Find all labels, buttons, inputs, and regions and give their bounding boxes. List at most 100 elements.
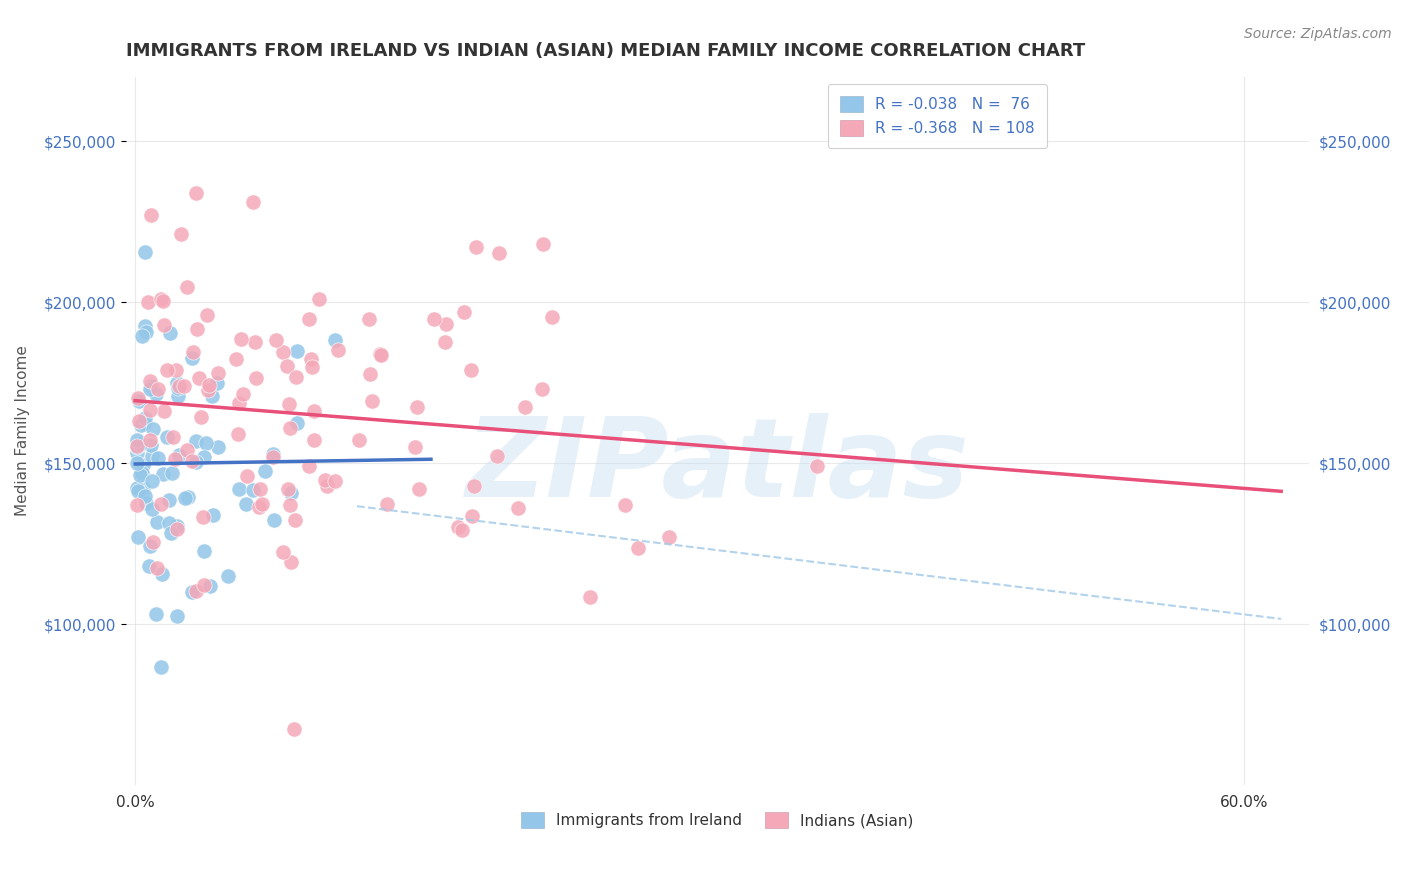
Point [132, 481, 155, 495]
Point [195, 436, 218, 450]
Point [531, 237, 554, 252]
Point [146, 515, 169, 529]
Point [139, 539, 162, 553]
Point [447, 519, 470, 533]
Point [193, 578, 215, 592]
Point [166, 376, 188, 390]
Point [434, 335, 457, 350]
Point [128, 436, 150, 450]
Point [228, 396, 250, 410]
Point [145, 607, 167, 622]
Point [314, 473, 336, 487]
Point [146, 382, 169, 396]
Point [136, 294, 159, 309]
Point [266, 333, 288, 347]
Point [174, 491, 197, 506]
Point [422, 311, 444, 326]
Point [453, 305, 475, 319]
Point [242, 195, 264, 210]
Point [228, 482, 250, 496]
Point [195, 309, 218, 323]
Point [277, 482, 299, 496]
Point [125, 446, 148, 460]
Point [166, 522, 188, 536]
Point [277, 396, 299, 410]
Point [156, 430, 179, 444]
Point [128, 393, 150, 408]
Point [627, 541, 650, 555]
Point [347, 434, 370, 448]
Point [134, 489, 156, 503]
Point [141, 438, 163, 452]
Point [180, 454, 202, 468]
Point [579, 591, 602, 605]
Point [304, 433, 326, 447]
Point [325, 334, 347, 348]
Point [127, 481, 149, 495]
Point [162, 430, 184, 444]
Point [127, 391, 149, 405]
Point [129, 418, 152, 433]
Point [404, 440, 426, 454]
Point [463, 478, 485, 492]
Point [460, 363, 482, 377]
Point [142, 422, 165, 436]
Point [132, 458, 155, 472]
Point [159, 326, 181, 340]
Point [181, 351, 204, 365]
Point [193, 543, 215, 558]
Point [146, 560, 169, 574]
Point [134, 410, 156, 425]
Point [328, 343, 350, 358]
Point [285, 416, 308, 430]
Point [150, 497, 173, 511]
Point [359, 312, 381, 326]
Point [198, 579, 221, 593]
Point [176, 280, 198, 294]
Point [298, 458, 321, 473]
Point [186, 186, 208, 201]
Point [485, 449, 508, 463]
Point [128, 413, 150, 427]
Point [138, 558, 160, 573]
Point [160, 466, 183, 480]
Point [408, 483, 430, 497]
Point [405, 400, 427, 414]
Point [139, 379, 162, 393]
Point [191, 510, 214, 524]
Point [284, 513, 307, 527]
Point [368, 347, 391, 361]
Point [183, 344, 205, 359]
Point [141, 502, 163, 516]
Point [156, 363, 179, 377]
Point [273, 345, 295, 359]
Point [235, 498, 257, 512]
Point [298, 312, 321, 326]
Point [370, 348, 392, 362]
Point [465, 240, 488, 254]
Point [166, 519, 188, 533]
Point [131, 329, 153, 343]
Point [125, 440, 148, 454]
Point [263, 513, 285, 527]
Point [323, 475, 346, 489]
Point [139, 382, 162, 396]
Point [614, 498, 637, 512]
Point [308, 292, 330, 306]
Text: IMMIGRANTS FROM IRELAND VS INDIAN (ASIAN) MEDIAN FAMILY INCOME CORRELATION CHART: IMMIGRANTS FROM IRELAND VS INDIAN (ASIAN… [127, 42, 1085, 60]
Y-axis label: Median Family Income: Median Family Income [15, 345, 30, 516]
Point [150, 660, 173, 674]
Point [285, 344, 308, 359]
Point [198, 378, 221, 392]
Point [125, 433, 148, 447]
Point [531, 382, 554, 396]
Point [129, 467, 152, 482]
Point [460, 508, 482, 523]
Point [127, 456, 149, 470]
Point [127, 483, 149, 498]
Point [252, 497, 274, 511]
Point [139, 403, 162, 417]
Point [177, 490, 200, 504]
Point [242, 483, 264, 497]
Point [278, 498, 301, 512]
